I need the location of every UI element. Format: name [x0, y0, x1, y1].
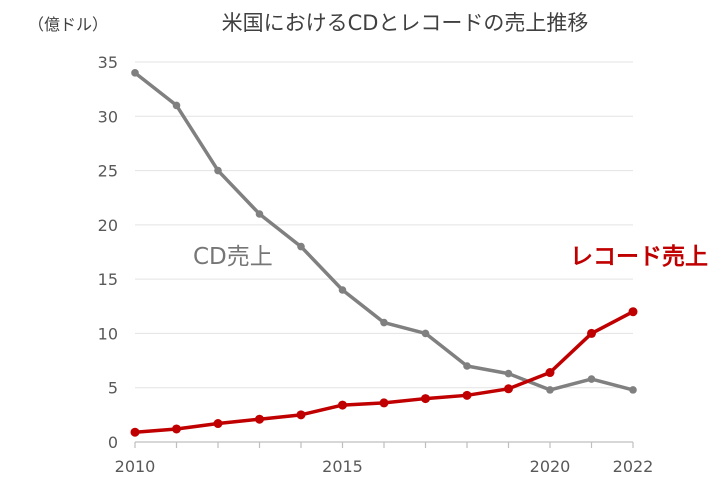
series-label-cd: CD売上 [193, 244, 273, 270]
data-point-record-2022 [628, 307, 638, 317]
y-tick-label-15: 15 [98, 270, 118, 289]
series-line-cd [133, 71, 635, 392]
data-point-cd-2012 [214, 166, 222, 175]
data-point-cd-2010 [131, 69, 139, 77]
x-tick-label-2022: 2022 [613, 457, 654, 476]
gridlines [135, 61, 633, 389]
x-tick-label-2010: 2010 [115, 457, 156, 476]
data-point-cd-2019 [504, 369, 513, 378]
data-point-cd-2011 [172, 101, 181, 110]
data-point-record-2013 [255, 414, 264, 424]
data-point-record-2021 [587, 328, 596, 338]
y-tick-label-5: 5 [108, 379, 118, 398]
series-line-record [133, 309, 635, 434]
data-point-cd-2017 [421, 329, 430, 338]
chart-title: 米国におけるCDとレコードの売上推移 [222, 11, 589, 35]
data-point-cd-2016 [380, 318, 388, 327]
y-tick-label-20: 20 [98, 216, 118, 235]
data-point-cd-2020 [546, 386, 554, 394]
y-tick-label-35: 35 [98, 53, 118, 72]
data-point-record-2015 [338, 400, 347, 410]
data-point-cd-2014 [297, 242, 305, 251]
axes [134, 441, 634, 448]
series-label-record: レコード売上 [570, 244, 708, 270]
data-point-cd-2013 [255, 210, 264, 218]
y-tick-label-30: 30 [98, 107, 118, 126]
y-axis-unit-label: （億ドル） [28, 15, 108, 34]
data-point-record-2011 [172, 424, 181, 434]
labels: 米国におけるCDとレコードの売上推移 （億ドル） 0 5 10 15 20 25 30 35 201… [28, 11, 708, 476]
data-point-record-2017 [421, 394, 430, 404]
data-point-record-2016 [379, 398, 389, 408]
series-group [130, 69, 638, 437]
data-point-record-2018 [462, 390, 472, 400]
y-tick-label-0: 0 [108, 433, 118, 452]
y-tick-label-25: 25 [98, 162, 118, 181]
data-point-cd-2015 [338, 286, 347, 294]
x-tick-label-2020: 2020 [530, 457, 571, 476]
data-point-cd-2018 [463, 362, 471, 370]
x-tick-label-2015: 2015 [322, 457, 363, 476]
data-point-record-2014 [296, 410, 306, 420]
data-point-record-2019 [504, 384, 513, 394]
data-point-record-2020 [545, 368, 555, 378]
data-point-cd-2022 [629, 386, 637, 394]
data-point-cd-2021 [587, 375, 596, 383]
y-tick-label-10: 10 [98, 324, 118, 343]
data-point-record-2010 [130, 427, 140, 437]
data-point-record-2012 [213, 419, 223, 429]
